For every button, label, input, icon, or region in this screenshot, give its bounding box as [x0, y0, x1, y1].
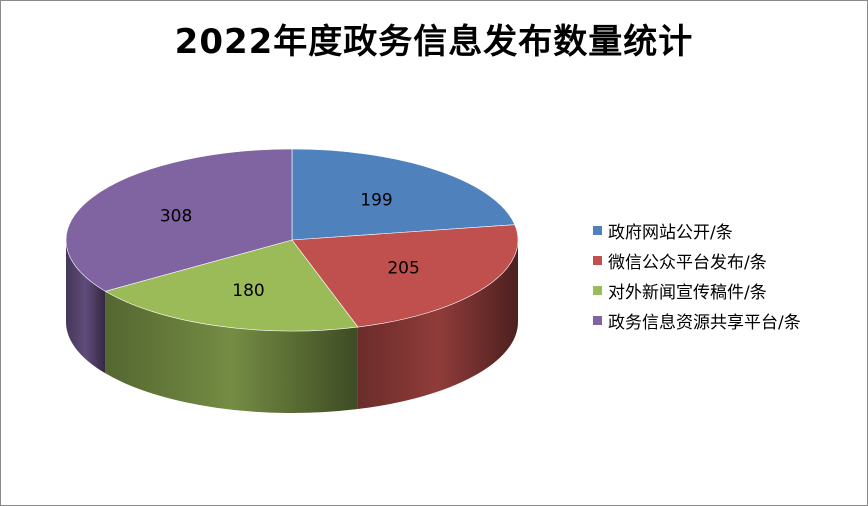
pie-slice-1: [291, 224, 519, 328]
legend-label: 政务信息资源共享平台/条: [608, 312, 801, 333]
chart-legend: 政府网站公开/条 微信公众平台发布/条 对外新闻宣传稿件/条 政务信息资源共享平…: [593, 215, 801, 335]
pie-slice-2: [104, 239, 359, 332]
legend-item: 政务信息资源共享平台/条: [593, 305, 801, 335]
data-label-3: 308: [160, 206, 192, 226]
data-label-2: 180: [232, 281, 264, 301]
pie-slice-0: [291, 148, 516, 241]
legend-item: 政府网站公开/条: [593, 215, 801, 245]
legend-label: 对外新闻宣传稿件/条: [608, 282, 767, 303]
pie-side-1: [357, 240, 518, 410]
data-label-1: 205: [387, 259, 419, 279]
pie-data-labels: 199 205 180 308: [160, 191, 420, 301]
chart-title: 2022年度政务信息发布数量统计: [174, 22, 694, 62]
pie-tops: [65, 148, 519, 332]
data-label-0: 199: [360, 191, 392, 211]
legend-swatch: [593, 285, 602, 295]
legend-swatch: [593, 225, 602, 235]
pie-slice-3: [65, 148, 293, 292]
pie-side-2: [105, 291, 358, 413]
pie-sides: [66, 240, 518, 413]
legend-swatch: [593, 255, 602, 265]
legend-label: 微信公众平台发布/条: [608, 252, 767, 273]
legend-label: 政府网站公开/条: [608, 222, 733, 243]
legend-item: 对外新闻宣传稿件/条: [593, 275, 801, 305]
legend-item: 微信公众平台发布/条: [593, 245, 801, 275]
legend-swatch: [593, 315, 602, 325]
pie-side-3: [66, 240, 106, 374]
